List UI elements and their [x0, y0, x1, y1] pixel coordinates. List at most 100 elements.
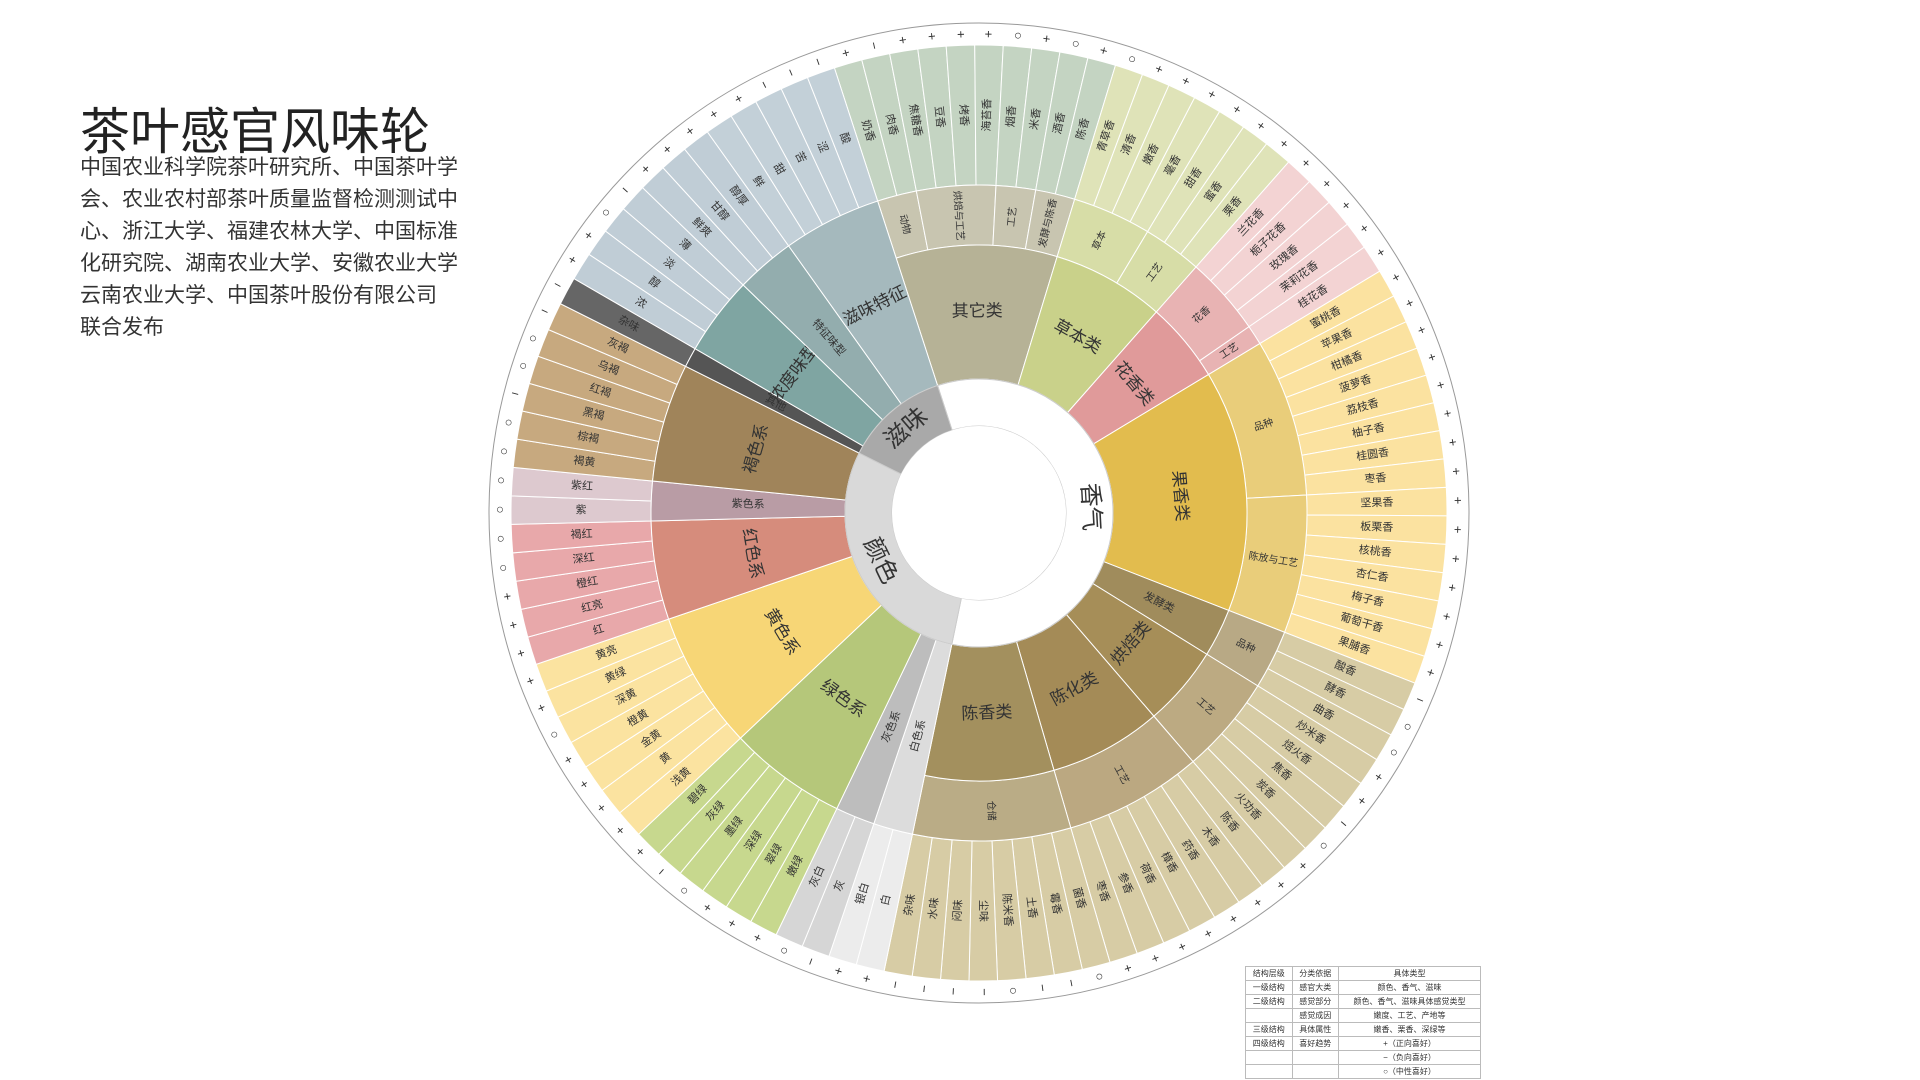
preference-symbol: + [1319, 175, 1335, 191]
descriptor-label: 霉香 [1047, 892, 1064, 916]
preference-symbol: + [1338, 197, 1353, 213]
attribute-label: 仓储 [985, 800, 999, 820]
preference-symbol: + [1273, 877, 1289, 892]
subtitle-line: 会、农业农村部茶叶质量监督检测测试中 [80, 188, 458, 211]
preference-symbol: − [945, 987, 960, 995]
preference-symbol: − [756, 78, 773, 92]
descriptor-label: 枣香 [1364, 471, 1387, 486]
descriptor-label: 豆香 [932, 105, 947, 128]
subtitle-line: 心、浙江大学、福建农林大学、中国标准 [80, 220, 458, 243]
preference-symbol: + [682, 123, 699, 138]
descriptor-label: 橙红 [575, 573, 599, 591]
legend-cell: −（负向喜好） [1338, 1050, 1481, 1065]
preference-symbol: + [502, 588, 512, 604]
descriptor-label: 酸 [837, 130, 854, 145]
legend-cell: 三级结构 [1245, 1022, 1293, 1037]
descriptor-label: 土香 [1024, 896, 1040, 920]
legend-cell: 喜好趋势 [1291, 1036, 1340, 1051]
legend-cell: 感觉部分 [1291, 994, 1340, 1009]
subtitle-line: 化研究院、湖南农业大学、安徽农业大学 [80, 252, 458, 275]
preference-symbol: + [659, 141, 675, 157]
descriptor-label: 水味 [926, 897, 941, 920]
preference-symbol: − [866, 40, 882, 51]
preference-symbol: − [1336, 815, 1352, 831]
descriptor-label: 烟香 [1003, 105, 1019, 128]
preference-symbol: + [1434, 636, 1445, 653]
descriptor-label: 陈米香 [1000, 893, 1016, 927]
legend-cell: +（正向喜好） [1338, 1036, 1481, 1051]
descriptor-label: 烤香 [957, 104, 972, 127]
preference-symbol: + [1203, 87, 1220, 101]
preference-symbol: ○ [1401, 718, 1415, 735]
preference-symbol: − [887, 980, 903, 990]
preference-symbol: − [551, 276, 565, 293]
legend-cell [1245, 1050, 1293, 1065]
rim-circle [488, 22, 1470, 1004]
legend-cell: ○（中性喜好） [1338, 1064, 1481, 1079]
preference-symbol: ○ [775, 944, 792, 957]
preference-symbol: + [858, 973, 874, 984]
legend-row: 四级结构 喜好趋势 +（正向喜好） [1245, 1036, 1481, 1051]
preference-symbol: ○ [1010, 31, 1026, 40]
descriptor-label: 核桃香 [1358, 542, 1392, 559]
legend-cell: 分类依据 [1291, 966, 1340, 981]
legend-cell [1291, 1064, 1340, 1079]
preference-symbol: + [1038, 34, 1054, 44]
descriptor-label: 酒香 [1051, 111, 1068, 135]
legend-cell: 感觉成因 [1291, 1008, 1340, 1023]
descriptor-label: 紫红 [571, 478, 594, 492]
descriptor-label: 深红 [572, 551, 595, 566]
attribute-label: 工艺 [1005, 206, 1019, 227]
preference-symbol: ○ [1067, 38, 1083, 49]
preference-symbol: + [1174, 940, 1191, 953]
preference-symbol: + [1425, 664, 1437, 681]
preference-symbol: ○ [1316, 837, 1332, 853]
preference-symbol: + [638, 161, 654, 177]
preference-symbol: − [977, 988, 992, 996]
descriptor-label: 紫 [575, 503, 586, 516]
descriptor-label: 杂味 [901, 893, 918, 917]
legend-row: ○（中性喜好） [1245, 1064, 1481, 1079]
preference-symbol: + [565, 251, 579, 268]
preference-symbol: ○ [496, 501, 504, 516]
descriptor-label: 涩 [814, 139, 830, 154]
legend-cell: 颜色、香气、滋味具体感觉类型 [1338, 994, 1481, 1009]
subtitle-line: 中国农业科学院茶叶研究所、中国茶叶学 [80, 156, 458, 179]
legend-cell: 嫩度、工艺、产地等 [1338, 1008, 1481, 1023]
legend-cell: 嫩香、栗香、深绿等 [1338, 1022, 1481, 1037]
preference-symbol: + [699, 900, 716, 915]
descriptor-label: 桂圆香 [1355, 445, 1390, 464]
preference-symbol: + [524, 672, 536, 689]
attribute-label: 烘焙与工艺 [951, 190, 967, 241]
preference-symbol: ○ [496, 531, 505, 546]
preference-symbol: + [632, 843, 648, 859]
descriptor-label: 红 [591, 622, 605, 638]
preference-symbol: + [1151, 63, 1168, 76]
legend-cell: 感官大类 [1291, 980, 1340, 995]
descriptor-label: 灰 [830, 878, 847, 893]
preference-symbol: + [730, 92, 747, 106]
legend-cell: 结构层级 [1245, 966, 1293, 981]
category-label: 紫色系 [731, 496, 764, 511]
preference-symbol: ○ [1092, 971, 1108, 982]
subtitle-line: 云南农业大学、中国茶叶股份有限公司 [80, 284, 437, 307]
legend-cell: 具体类型 [1338, 966, 1481, 981]
preference-symbol: ○ [499, 443, 509, 459]
preference-symbol: + [1295, 858, 1311, 874]
legend-row: 结构层级 分类依据 具体类型 [1245, 966, 1481, 981]
legend-cell [1245, 1064, 1293, 1079]
preference-symbol: − [1035, 983, 1051, 992]
preference-symbol: + [1177, 74, 1194, 87]
legend-table: 结构层级 分类依据 具体类型 一级结构 感官大类 颜色、香气、滋味 二级结构 感觉部分 颜色、香… [1245, 966, 1481, 1079]
preference-symbol: + [749, 931, 766, 945]
legend-row: 一级结构 感官大类 颜色、香气、滋味 [1245, 980, 1481, 995]
preference-symbol: + [515, 645, 527, 662]
preference-symbol: − [802, 955, 819, 967]
descriptor-label: 枣香 [1093, 879, 1112, 904]
preference-symbol: + [723, 916, 740, 930]
preference-symbol: + [1451, 551, 1460, 567]
preference-symbol: + [508, 617, 519, 633]
descriptor-label: 闷味 [950, 899, 965, 922]
legend-cell [1291, 1050, 1340, 1065]
